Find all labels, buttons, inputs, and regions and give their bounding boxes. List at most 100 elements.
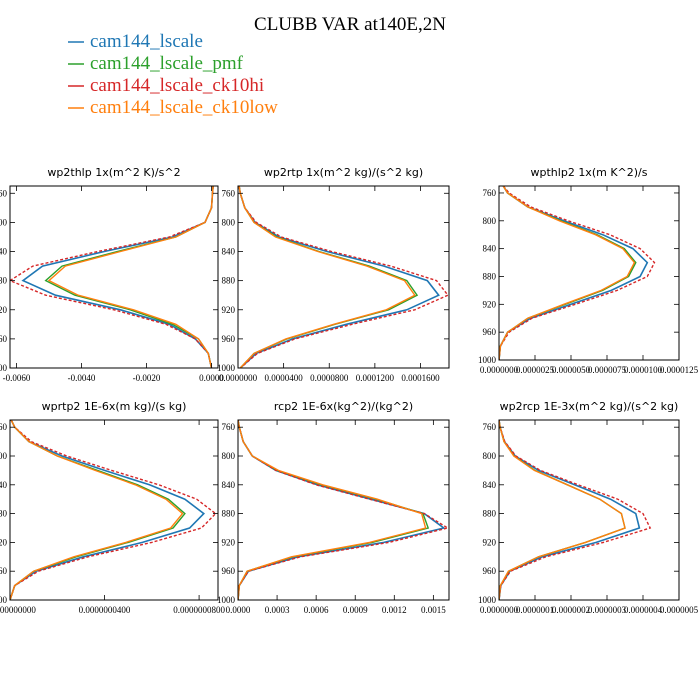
panel-title: wp2thlp 1x(m^2 K)/s^2 (47, 166, 180, 179)
series-line-cam144_lscale (238, 186, 440, 368)
x-tick-label: 0.0000000 (480, 365, 519, 375)
legend-label: cam144_lscale_ck10hi (90, 75, 264, 96)
y-tick-label: 960 (0, 334, 8, 344)
x-tick-label: 0.0000001 (516, 605, 554, 615)
plot-frame (237, 419, 450, 601)
y-tick-label: 840 (483, 480, 497, 490)
y-tick-label: 960 (0, 566, 8, 576)
x-tick-label: -0.0040 (68, 373, 96, 383)
x-tick-label: 0.0001600 (401, 373, 440, 383)
series-line-cam144_lscale_ck10hi (238, 420, 449, 600)
y-tick-label: 1000 (0, 363, 8, 373)
series-line-cam144_lscale_pmf (238, 420, 430, 600)
y-tick-label: 880 (483, 271, 497, 281)
y-tick-label: 800 (222, 217, 236, 227)
series-line-cam144_lscale (499, 420, 641, 600)
y-tick-label: 800 (222, 451, 236, 461)
figure-title: CLUBB VAR at140E,2N (254, 14, 446, 35)
y-tick-label: 880 (222, 276, 236, 286)
x-tick-label: 0.0015 (421, 605, 446, 615)
y-tick-label: 880 (222, 509, 236, 519)
panel-1: wp2thlp 1x(m^2 K)/s^2 760 800 840 880 920 960 1… (0, 166, 224, 383)
x-tick-label: 0.0009 (343, 605, 368, 615)
y-tick-label: 760 (0, 188, 8, 198)
x-tick-label: 0.0000004 (624, 605, 663, 615)
series-line-cam144_lscale_pmf (499, 420, 626, 600)
y-tick-label: 840 (483, 244, 497, 254)
x-tick-label: 0.0000075 (588, 365, 627, 375)
y-tick-label: 1000 (217, 595, 236, 605)
y-tick-label: 840 (222, 480, 236, 490)
y-tick-label: 920 (483, 299, 497, 309)
y-tick-label: 800 (483, 216, 497, 226)
y-tick-label: 920 (0, 537, 8, 547)
panel-title: wpthlp2 1x(m K^2)/s (531, 166, 648, 179)
panel-title: wp2rcp 1E-3x(m^2 kg)/(s^2 kg) (500, 400, 679, 413)
x-tick-label: 0.0000100 (624, 365, 663, 375)
y-tick-label: 960 (483, 327, 497, 337)
series-line-cam144_lscale (21, 186, 214, 368)
y-tick-label: 920 (222, 537, 236, 547)
plot-frame (237, 185, 450, 369)
plot-frame (9, 419, 219, 601)
x-tick-label: 0.0000050 (552, 365, 591, 375)
series-line-cam144_lscale_ck10low (10, 420, 184, 600)
x-tick-label: 0.0000000 (219, 373, 258, 383)
panels: wp2thlp 1x(m^2 K)/s^2 760 800 840 880 920 960 1… (0, 166, 699, 615)
x-tick-label: 0.0001200 (356, 373, 395, 383)
y-tick-label: 840 (0, 247, 8, 257)
y-tick-label: 960 (222, 334, 236, 344)
x-tick-label: 0.0000400 (264, 373, 303, 383)
series-line-cam144_lscale_pmf (44, 186, 214, 368)
y-tick-label: 880 (0, 276, 8, 286)
series-line-cam144_lscale_ck10low (238, 420, 427, 600)
series-line-cam144_lscale_ck10hi (499, 186, 656, 360)
x-tick-label: -0.0020 (133, 373, 161, 383)
panel-title: wprtp2 1E-6x(m kg)/(s kg) (42, 400, 187, 413)
plot-frame (498, 419, 680, 601)
x-tick-label: 0.0000000 (480, 605, 519, 615)
y-tick-label: 880 (0, 509, 8, 519)
x-tick-label: 0.0000003 (588, 605, 627, 615)
x-tick-label: 0.0000025 (516, 365, 555, 375)
y-tick-label: 1000 (478, 355, 497, 365)
x-tick-label: 0.0000 (199, 373, 224, 383)
y-tick-label: 840 (0, 480, 8, 490)
y-tick-label: 760 (483, 188, 497, 198)
plot-frame (9, 185, 219, 369)
y-tick-label: 920 (483, 537, 497, 547)
legend-label: cam144_lscale (90, 31, 203, 52)
y-tick-label: 960 (483, 566, 497, 576)
x-tick-label: 0.0012 (382, 605, 407, 615)
x-tick-label: 0.0000005 (660, 605, 699, 615)
y-tick-label: 920 (222, 305, 236, 315)
x-tick-label: 0.0000000800 (173, 605, 225, 615)
series-line-cam144_lscale_pmf (238, 186, 419, 368)
panel-3: wpthlp2 1x(m K^2)/s 760 800 840 880 920 960 100… (478, 166, 699, 375)
x-tick-label: 0.0000125 (660, 365, 699, 375)
series-line-cam144_lscale_ck10low (499, 186, 636, 360)
series-line-cam144_lscale (499, 186, 649, 360)
plot-frame (498, 185, 680, 361)
x-tick-label: 0.0000000400 (79, 605, 131, 615)
panel-2: wp2rtp 1x(m^2 kg)/(s^2 kg) 760 800 840 880 92… (217, 166, 450, 383)
panel-title: wp2rtp 1x(m^2 kg)/(s^2 kg) (264, 166, 423, 179)
y-tick-label: 880 (483, 509, 497, 519)
x-tick-label: 0.0000 (226, 605, 251, 615)
y-tick-label: 760 (222, 422, 236, 432)
series-line-cam144_lscale_ck10low (47, 186, 214, 368)
legend: cam144_lscalecam144_lscale_pmfcam144_lsc… (68, 31, 278, 118)
y-tick-label: 800 (0, 217, 8, 227)
y-tick-label: 1000 (0, 595, 8, 605)
y-tick-label: 800 (483, 451, 497, 461)
series-line-cam144_lscale_ck10hi (499, 420, 652, 600)
y-tick-label: 1000 (478, 595, 497, 605)
y-tick-label: 760 (222, 188, 236, 198)
panel-5: rcp2 1E-6x(kg^2)/(kg^2) 760 800 840 880 920 96… (217, 400, 450, 615)
y-tick-label: 840 (222, 247, 236, 257)
x-tick-label: 0.0000002 (552, 605, 590, 615)
x-tick-label: -0.0060 (3, 373, 31, 383)
